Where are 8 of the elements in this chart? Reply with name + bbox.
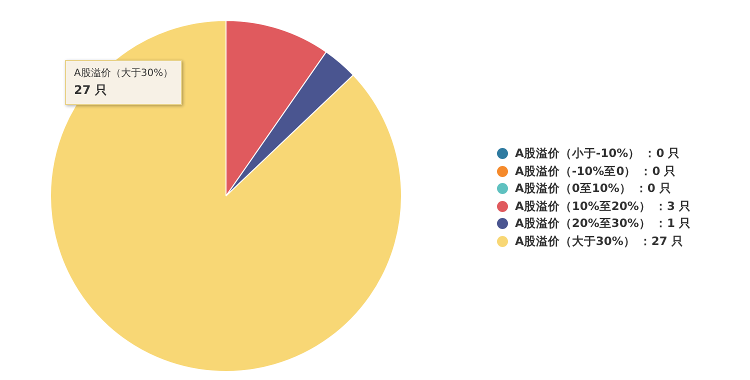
legend-label: A股溢价（0至10%） ：0 只 (515, 181, 672, 196)
slice-label: A股溢价（大于30%） (74, 66, 174, 80)
legend-label: A股溢价（小于-10%） ：0 只 (515, 146, 680, 162)
category-label: A股溢价（大于30%） ：27 只 (515, 234, 684, 248)
legend-label: A股溢价（-10%至0） ：0 只 (515, 164, 676, 179)
legend-label: A股溢价（20%至30%） ：1 只 (515, 216, 691, 232)
legend-label: A股溢价（10%至20%） ：3 只 (515, 198, 691, 214)
text: 27 只 (74, 82, 108, 99)
